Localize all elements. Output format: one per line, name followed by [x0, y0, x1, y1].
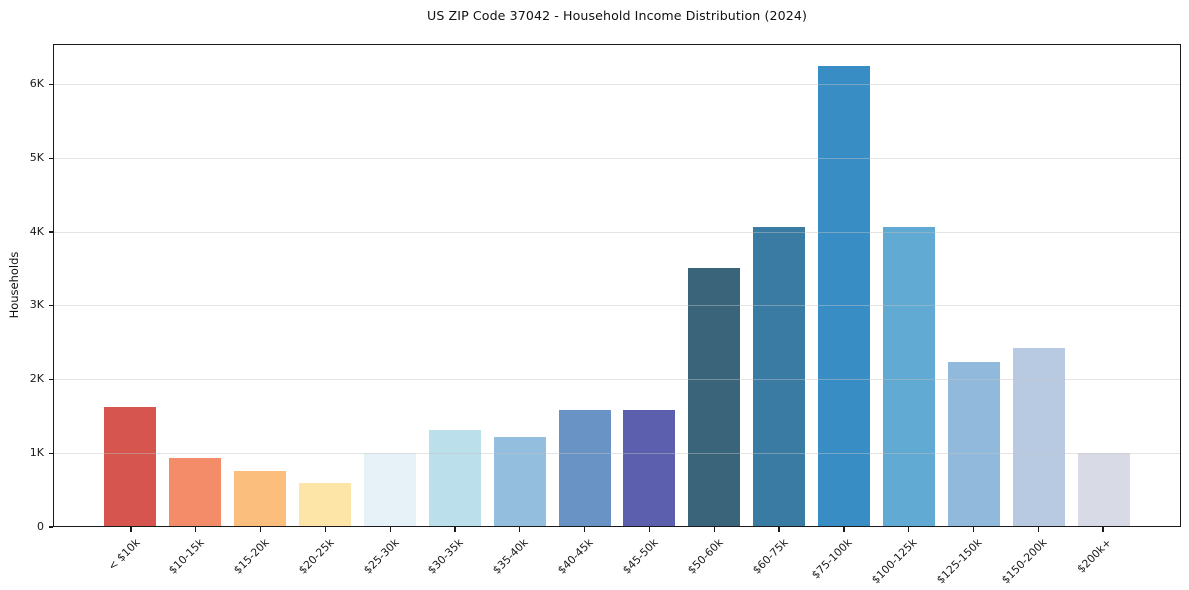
x-tick-label: $150-200k [999, 536, 1050, 587]
bar-$45-50k [623, 410, 676, 526]
y-tick-mark [48, 305, 53, 307]
x-tick-mark [648, 527, 651, 532]
bar-slot [682, 45, 747, 526]
x-tick-label: $20-25k [295, 536, 337, 577]
bar-$10-15k [169, 458, 222, 526]
bar-slot [293, 45, 358, 526]
x-tick-mark [259, 527, 262, 532]
x-tick-mark [195, 527, 197, 532]
bar-$125-150k [947, 361, 1000, 526]
bar-< $10k [104, 406, 157, 526]
x-tick-label: $200k+ [1074, 536, 1115, 576]
bar-$30-35k [428, 430, 481, 526]
bar-$100-125k [882, 227, 935, 526]
x-tick-mark [583, 527, 586, 532]
bar-slot [747, 45, 812, 526]
bar-slot [163, 45, 228, 526]
x-tick-label: $45-50k [619, 536, 661, 577]
x-tick-label: $35-40k [490, 536, 531, 577]
y-tick-mark [48, 378, 53, 381]
chart-title: US ZIP Code 37042 - Household Income Dis… [427, 8, 807, 23]
bar-slot [552, 45, 617, 526]
bar-$25-30k [363, 453, 416, 526]
x-tick-mark [778, 527, 780, 532]
x-tick-mark [454, 527, 456, 532]
bars-container [54, 45, 1180, 526]
x-tick-label: $10-15k [166, 536, 207, 577]
y-tick-mark [48, 231, 53, 233]
x-tick-label: $40-45k [555, 536, 596, 577]
bar-$20-25k [299, 483, 352, 526]
x-tick-label: $25-30k [360, 536, 402, 577]
x-tick-label: $125-150k [934, 536, 985, 587]
x-tick-label: $100-125k [869, 536, 920, 587]
y-tick-label: 2K [29, 372, 44, 386]
bar-$75-100k [818, 65, 871, 526]
plot-area [53, 44, 1181, 527]
bar-slot [812, 45, 877, 526]
x-tick-mark [713, 527, 715, 532]
bar-slot [98, 45, 163, 526]
y-tick-label: 3K [29, 298, 44, 312]
x-tick-mark [519, 527, 521, 532]
x-tick-label: < $10k [105, 536, 143, 574]
bar-$60-75k [753, 227, 806, 526]
x-tick-mark [843, 527, 845, 532]
bar-$15-20k [234, 471, 287, 526]
bar-$200k+ [1077, 453, 1130, 526]
y-tick-label: 4K [29, 224, 44, 238]
bar-$35-40k [493, 436, 546, 526]
bar-slot [941, 45, 1006, 526]
x-tick-label: $30-35k [425, 536, 467, 577]
x-tick-mark [389, 527, 391, 532]
bar-$150-200k [1012, 347, 1065, 526]
bar-slot [1006, 45, 1071, 526]
x-tick-mark [1102, 527, 1104, 532]
x-tick-mark [130, 527, 132, 532]
x-tick-label: $60-75k [749, 536, 791, 577]
y-tick-mark [48, 526, 53, 528]
bar-slot [877, 45, 942, 526]
y-tick-mark [48, 452, 53, 454]
x-tick-label: $50-60k [684, 536, 726, 577]
y-tick-mark [48, 157, 53, 159]
bar-slot [358, 45, 423, 526]
bar-slot [617, 45, 682, 526]
y-tick-label: 0 [37, 519, 44, 533]
bar-slot [487, 45, 552, 526]
x-tick-label: $15-20k [231, 536, 272, 577]
bar-slot [228, 45, 293, 526]
bar-$40-45k [558, 410, 611, 526]
y-tick-label: 1K [29, 445, 44, 459]
bar-slot [422, 45, 487, 526]
y-tick-label: 6K [29, 77, 44, 91]
bar-slot [1071, 45, 1136, 526]
x-tick-mark [972, 527, 975, 532]
x-tick-mark [324, 527, 327, 532]
y-tick-label: 5K [29, 150, 44, 164]
x-tick-mark [1037, 527, 1039, 532]
y-tick-mark [48, 83, 53, 86]
x-tick-label: $75-100k [809, 536, 856, 582]
x-tick-mark [908, 527, 910, 532]
bar-$50-60k [688, 267, 741, 526]
